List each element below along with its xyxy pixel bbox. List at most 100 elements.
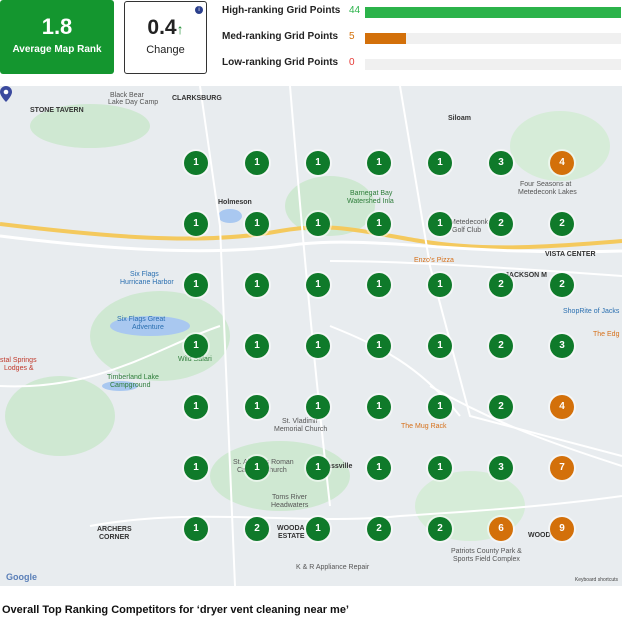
map-place-label: Lodges & bbox=[4, 365, 34, 372]
change-value: 0.4 bbox=[147, 16, 177, 39]
grid-point-high[interactable]: 1 bbox=[306, 212, 330, 236]
map-place-label: stal Springs bbox=[0, 357, 37, 364]
grid-point-high[interactable]: 1 bbox=[245, 273, 269, 297]
grid-point-high[interactable]: 1 bbox=[306, 151, 330, 175]
grid-point-high[interactable]: 1 bbox=[367, 151, 391, 175]
grid-point-high[interactable]: 1 bbox=[367, 395, 391, 419]
map-place-label: Metedeconk bbox=[450, 219, 489, 226]
info-icon[interactable]: i bbox=[195, 6, 203, 14]
stat-bar bbox=[365, 33, 621, 44]
map-place-label: VISTA CENTER bbox=[545, 251, 596, 258]
grid-point-high[interactable]: 1 bbox=[428, 456, 452, 480]
grid-point-med[interactable]: 9 bbox=[550, 517, 574, 541]
average-rank-value: 1.8 bbox=[41, 14, 73, 39]
grid-point-high[interactable]: 1 bbox=[245, 212, 269, 236]
map-place-label: JACKSON M bbox=[505, 272, 548, 279]
grid-point-high[interactable]: 1 bbox=[306, 273, 330, 297]
grid-point-high[interactable]: 1 bbox=[245, 151, 269, 175]
map-place-label: Headwaters bbox=[271, 502, 309, 509]
map-place-label: Cassville bbox=[322, 463, 353, 470]
map-place-label: ESTATE bbox=[278, 533, 305, 540]
map-place-label: Timberland Lake bbox=[107, 374, 159, 381]
keyboard-shortcuts-link[interactable]: Keyboard shortcuts bbox=[574, 577, 618, 583]
grid-point-high[interactable]: 1 bbox=[245, 334, 269, 358]
grid-point-high[interactable]: 2 bbox=[245, 517, 269, 541]
grid-point-high[interactable]: 1 bbox=[367, 334, 391, 358]
grid-point-med[interactable]: 7 bbox=[550, 456, 574, 480]
map-place-label: Memorial Church bbox=[274, 426, 328, 433]
map-place-label: ARCHERS bbox=[97, 526, 132, 533]
google-logo: Google bbox=[6, 572, 37, 582]
grid-point-high[interactable]: 2 bbox=[489, 395, 513, 419]
map-place-label: CORNER bbox=[99, 534, 130, 541]
stat-count: 0 bbox=[349, 57, 355, 68]
grid-point-med[interactable]: 4 bbox=[550, 151, 574, 175]
grid-point-high[interactable]: 1 bbox=[184, 273, 208, 297]
grid-point-high[interactable]: 1 bbox=[184, 517, 208, 541]
grid-point-high[interactable]: 3 bbox=[489, 151, 513, 175]
grid-point-high[interactable]: 1 bbox=[184, 151, 208, 175]
grid-point-high[interactable]: 2 bbox=[489, 334, 513, 358]
grid-point-high[interactable]: 1 bbox=[306, 456, 330, 480]
rank-grid-map[interactable]: Google Keyboard shortcuts Black Bear Lake… bbox=[0, 86, 622, 586]
map-place-label: Patriots County Park & bbox=[451, 548, 522, 555]
grid-point-high[interactable]: 1 bbox=[306, 517, 330, 541]
stat-label: Low-ranking Grid Points bbox=[222, 57, 339, 68]
location-pin-icon bbox=[0, 86, 12, 102]
grid-point-high[interactable]: 2 bbox=[489, 273, 513, 297]
grid-point-high[interactable]: 1 bbox=[367, 273, 391, 297]
map-place-label: St. Vladimir bbox=[282, 418, 318, 425]
grid-point-high[interactable]: 1 bbox=[428, 273, 452, 297]
map-place-label: Enzo's Pizza bbox=[414, 257, 454, 264]
grid-point-med[interactable]: 4 bbox=[550, 395, 574, 419]
map-place-label: Wild Safari bbox=[178, 356, 212, 363]
stat-bar bbox=[365, 7, 621, 18]
grid-point-med[interactable]: 6 bbox=[489, 517, 513, 541]
grid-point-stats: High-ranking Grid Points 44 Med-ranking … bbox=[222, 0, 623, 78]
stat-count: 5 bbox=[349, 31, 355, 42]
grid-point-high[interactable]: 1 bbox=[245, 456, 269, 480]
grid-point-high[interactable]: 2 bbox=[489, 212, 513, 236]
map-place-label: Lake Day Camp bbox=[108, 99, 159, 106]
grid-point-high[interactable]: 1 bbox=[428, 212, 452, 236]
stat-label: Med-ranking Grid Points bbox=[222, 31, 339, 42]
map-place-label: Watershed Inla bbox=[347, 198, 394, 205]
map-place-label: Hurricane Harbor bbox=[120, 279, 174, 286]
average-map-rank-card: 1.8 Average Map Rank bbox=[0, 0, 114, 74]
map-place-label: K & R Appliance Repair bbox=[296, 564, 370, 571]
stat-row-high: High-ranking Grid Points 44 bbox=[222, 0, 623, 26]
stat-count: 44 bbox=[349, 5, 361, 16]
grid-point-high[interactable]: 2 bbox=[428, 517, 452, 541]
map-place-label: Holmeson bbox=[218, 199, 252, 206]
grid-point-high[interactable]: 1 bbox=[184, 456, 208, 480]
grid-point-high[interactable]: 2 bbox=[367, 517, 391, 541]
map-place-label: Four Seasons at bbox=[520, 181, 572, 188]
grid-point-high[interactable]: 1 bbox=[306, 334, 330, 358]
stat-row-med: Med-ranking Grid Points 5 bbox=[222, 26, 623, 52]
grid-point-high[interactable]: 1 bbox=[367, 212, 391, 236]
grid-point-high[interactable]: 3 bbox=[550, 334, 574, 358]
map-place-label: Siloam bbox=[448, 115, 471, 122]
grid-point-high[interactable]: 2 bbox=[550, 273, 574, 297]
change-label: Change bbox=[146, 44, 185, 56]
grid-point-high[interactable]: 1 bbox=[428, 151, 452, 175]
stat-bar-fill bbox=[365, 7, 621, 18]
grid-point-high[interactable]: 2 bbox=[550, 212, 574, 236]
map-place-label: Golf Club bbox=[452, 227, 482, 234]
arrow-up-icon: ↑ bbox=[176, 21, 184, 37]
grid-point-high[interactable]: 1 bbox=[428, 334, 452, 358]
grid-point-high[interactable]: 3 bbox=[489, 456, 513, 480]
map-place-label: Campground bbox=[110, 382, 151, 389]
map-place-label: Sports Field Complex bbox=[453, 556, 520, 563]
grid-point-high[interactable]: 1 bbox=[184, 395, 208, 419]
grid-point-high[interactable]: 1 bbox=[184, 334, 208, 358]
map-place-label: CLARKSBURG bbox=[172, 95, 222, 102]
stat-row-low: Low-ranking Grid Points 0 bbox=[222, 52, 623, 78]
grid-point-high[interactable]: 1 bbox=[184, 212, 208, 236]
grid-point-high[interactable]: 1 bbox=[306, 395, 330, 419]
change-card: i 0.4↑ Change bbox=[124, 1, 207, 74]
grid-point-high[interactable]: 1 bbox=[428, 395, 452, 419]
grid-point-high[interactable]: 1 bbox=[245, 395, 269, 419]
grid-point-high[interactable]: 1 bbox=[367, 456, 391, 480]
map-place-label: ShopRite of Jacks bbox=[563, 308, 620, 315]
